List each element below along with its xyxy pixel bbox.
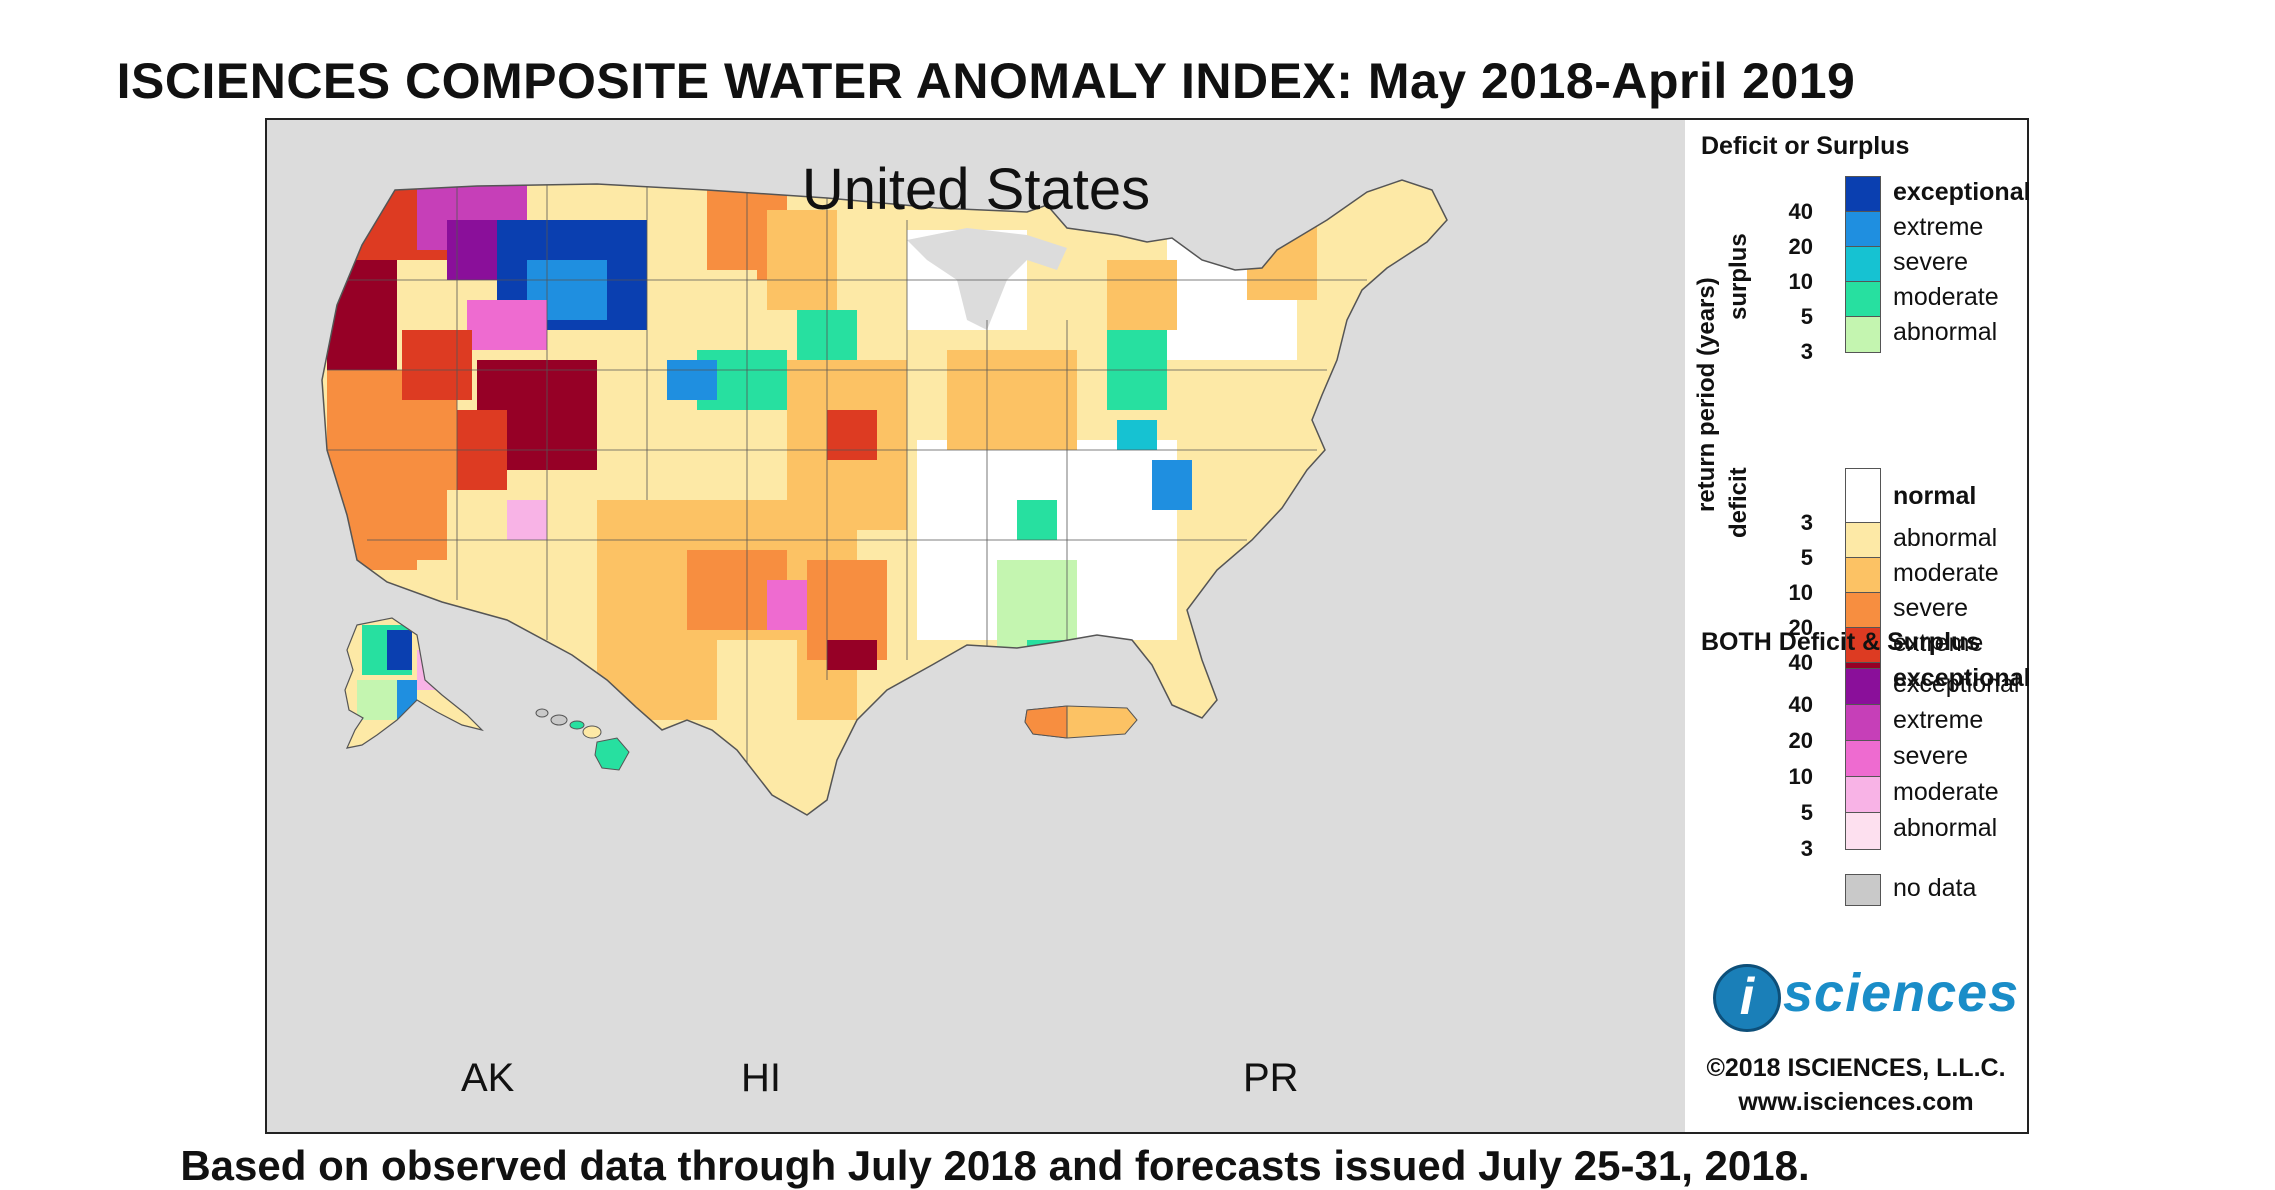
map-title: United States: [801, 157, 1151, 222]
surplus-label-abnormal: abnormal: [1893, 318, 1998, 346]
legend-axis-label: return period (years): [1693, 277, 1720, 512]
both-swatch-exceptional: [1845, 668, 1881, 706]
deficit-tick-5: 5: [1800, 545, 1813, 570]
surplus-swatch-abnormal: [1845, 316, 1881, 353]
surplus-label-severe: severe: [1893, 248, 1969, 276]
us-map: [321, 179, 1448, 816]
deficit-label-moderate: moderate: [1893, 559, 1999, 587]
surplus-label-moderate: moderate: [1893, 283, 1999, 311]
legend-swatch-normal: [1845, 468, 1881, 524]
both-swatch-extreme: [1845, 704, 1881, 742]
both-label-exceptional: exceptional: [1893, 670, 2020, 698]
map-panel: United States AK HI PR: [267, 120, 1685, 1132]
surplus-tick-3: 3: [1800, 339, 1813, 364]
legend-label-normal: normal: [1893, 482, 1977, 510]
deficit-label-exceptional: exceptional: [1893, 664, 2031, 692]
deficit-label-severe: severe: [1893, 594, 1969, 622]
region-label-pr: PR: [1243, 1056, 1299, 1100]
both-label-extreme: extreme: [1893, 706, 1984, 734]
surplus-label-extreme: extreme: [1893, 213, 1984, 241]
legend-axis-deficit: deficit: [1725, 467, 1752, 538]
legend-swatch-no-data: [1845, 874, 1881, 906]
legend-heading-both: BOTH Deficit & Surplus: [1701, 628, 1981, 656]
isciences-logo: i sciences: [1705, 960, 2020, 1040]
both-label-abnormal: abnormal: [1893, 814, 1998, 842]
surplus-swatch-moderate: [1845, 281, 1881, 318]
both-tick-40: 40: [1788, 692, 1813, 717]
surplus-tick-5: 5: [1800, 304, 1813, 329]
page-title: ISCIENCES COMPOSITE WATER ANOMALY INDEX:…: [116, 53, 1856, 109]
both-tick-10: 10: [1788, 764, 1813, 789]
surplus-tick-40: 40: [1788, 199, 1813, 224]
both-swatch-abnormal: [1845, 812, 1881, 850]
both-tick-20: 20: [1788, 728, 1813, 753]
deficit-swatch-severe: [1845, 592, 1881, 629]
surplus-tick-20: 20: [1788, 234, 1813, 259]
surplus-swatch-exceptional: [1845, 176, 1881, 213]
surplus-swatch-extreme: [1845, 211, 1881, 248]
legend-panel: Deficit or Surplus return period (years)…: [1685, 120, 2031, 1132]
both-label-moderate: moderate: [1893, 778, 1999, 806]
surplus-swatch-severe: [1845, 246, 1881, 283]
both-label-severe: severe: [1893, 742, 1969, 770]
deficit-tick-20: 20: [1788, 615, 1813, 640]
both-swatch-severe: [1845, 740, 1881, 778]
logo-i-icon: i: [1713, 964, 1781, 1032]
both-tick-3: 3: [1800, 836, 1813, 861]
deficit-tick-40: 40: [1788, 650, 1813, 675]
deficit-swatch-moderate: [1845, 557, 1881, 594]
copyright-text: ©2018 ISCIENCES, L.L.C.: [1706, 1054, 2006, 1082]
footer-note: Based on observed data through July 2018…: [180, 1142, 1810, 1189]
legend-axis-surplus: surplus: [1725, 233, 1752, 320]
both-tick-5: 5: [1800, 800, 1813, 825]
deficit-label-extreme: extreme: [1893, 629, 1984, 657]
deficit-swatch-abnormal: [1845, 522, 1881, 559]
both-swatch-moderate: [1845, 776, 1881, 814]
deficit-tick-10: 10: [1788, 580, 1813, 605]
deficit-swatch-extreme: [1845, 627, 1881, 664]
legend-heading-deficit-surplus: Deficit or Surplus: [1701, 132, 1910, 160]
legend-label-no-data: no data: [1893, 874, 1977, 902]
deficit-tick-3: 3: [1800, 510, 1813, 535]
website-text: www.isciences.com: [1738, 1088, 1974, 1116]
region-label-hi: HI: [741, 1056, 781, 1100]
logo-wordmark: sciences: [1783, 963, 2020, 1023]
figure-frame: United States AK HI PR Deficit or Surplu…: [265, 118, 2031, 1134]
surplus-tick-10: 10: [1788, 269, 1813, 294]
deficit-label-abnormal: abnormal: [1893, 524, 1998, 552]
region-label-ak: AK: [461, 1056, 515, 1100]
surplus-label-exceptional: exceptional: [1893, 178, 2031, 206]
